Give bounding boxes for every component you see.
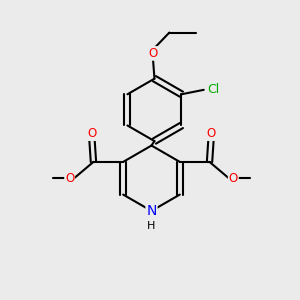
- Text: O: O: [148, 47, 158, 60]
- Text: O: O: [65, 172, 74, 185]
- Text: O: O: [229, 172, 238, 185]
- Text: O: O: [87, 127, 97, 140]
- Text: N: N: [146, 204, 157, 218]
- Text: H: H: [147, 221, 156, 231]
- Text: Cl: Cl: [207, 83, 219, 96]
- Text: O: O: [206, 127, 216, 140]
